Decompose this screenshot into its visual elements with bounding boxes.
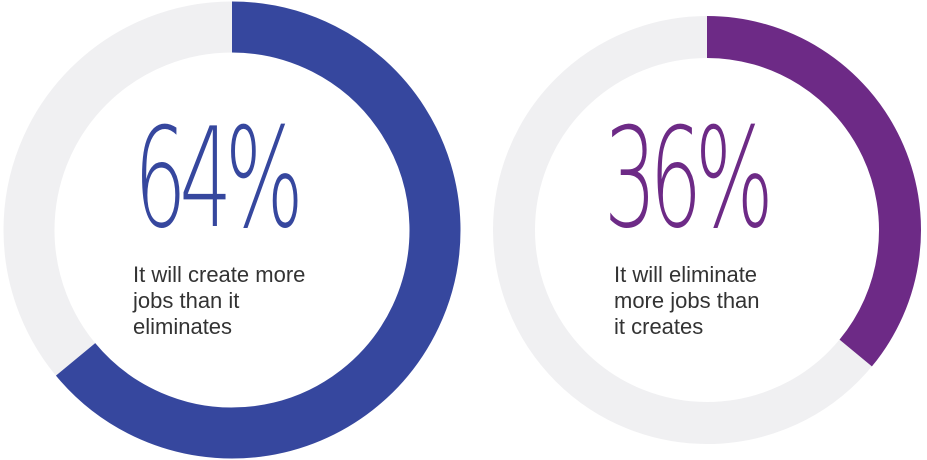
caption-line: it creates <box>614 314 704 339</box>
donut-slice-0 <box>55 1 461 459</box>
donut-caption-create: It will create more jobs than it elimina… <box>133 262 333 340</box>
donut-value-eliminate: 36% <box>604 98 774 259</box>
caption-line: eliminates <box>133 314 233 339</box>
donut-value-create: 64% <box>134 98 304 259</box>
caption-line: It will eliminate <box>614 262 758 287</box>
caption-line: jobs than it <box>133 288 240 313</box>
donut-slice-1 <box>706 16 921 367</box>
caption-line: more jobs than <box>614 288 760 313</box>
donut-caption-eliminate: It will eliminate more jobs than it crea… <box>614 262 794 340</box>
caption-line: It will create more <box>133 262 306 287</box>
